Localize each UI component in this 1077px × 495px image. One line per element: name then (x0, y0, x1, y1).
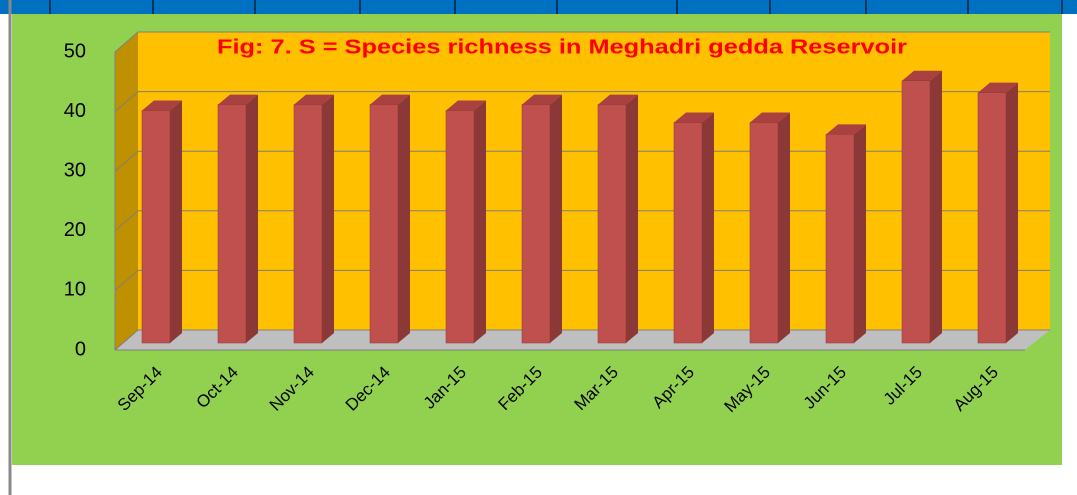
bar-side (930, 70, 942, 343)
bar (521, 94, 562, 344)
bar-side (474, 100, 486, 343)
bar (673, 112, 714, 344)
bar-top (978, 82, 1018, 93)
top-strip (0, 0, 1077, 14)
bar (445, 100, 486, 344)
bar-side (626, 94, 638, 343)
chart-title: Fig: 7. S = Species richness in Meghadri… (217, 36, 907, 58)
y-tick-label: 0 (75, 338, 86, 360)
bar-front (141, 110, 171, 344)
bar-top (218, 94, 258, 105)
bar-top (750, 112, 790, 123)
bar (369, 94, 410, 344)
bar-side (702, 112, 714, 343)
bar-front (445, 110, 475, 344)
grid-line (114, 31, 1050, 53)
bar-top (598, 94, 638, 105)
bar-front (597, 104, 627, 344)
bar (977, 82, 1018, 344)
grid-line (114, 269, 1050, 291)
bar-front (825, 134, 855, 344)
y-tick-label: 40 (64, 100, 86, 122)
bar-top (674, 112, 714, 123)
bar (217, 94, 258, 344)
bar-side (246, 94, 258, 343)
bar (749, 112, 790, 344)
y-tick-label: 50 (64, 40, 86, 62)
bar-top (294, 94, 334, 105)
back-wall (138, 32, 1050, 330)
bar-front (977, 92, 1007, 344)
bar-side (550, 94, 562, 343)
strip-dividers (49, 0, 1063, 14)
bar-top (522, 94, 562, 105)
y-tick-label: 10 (64, 279, 86, 301)
bar-front (521, 104, 551, 344)
grid-line (114, 210, 1050, 232)
bar-side (322, 94, 334, 343)
bar-side (778, 112, 790, 343)
bar-side (170, 100, 182, 343)
bar (597, 94, 638, 344)
bar-top (142, 100, 182, 111)
bar-front (749, 122, 779, 344)
bar-top (370, 94, 410, 105)
bar (901, 70, 942, 344)
floor (115, 330, 1050, 350)
side-wall (115, 32, 138, 350)
bar-front (369, 104, 399, 344)
bar-top (826, 124, 866, 135)
bar (141, 100, 182, 344)
bar-front (217, 104, 247, 344)
y-tick-label: 30 (64, 159, 86, 181)
bar-side (1006, 82, 1018, 344)
grid-line (114, 329, 1050, 351)
bar-top (902, 70, 942, 81)
grid-line (114, 91, 1050, 112)
bar (825, 124, 866, 344)
bar (293, 94, 334, 344)
bar-side (854, 124, 866, 344)
bar-side (398, 94, 410, 343)
bar-front (673, 122, 703, 344)
bar-top (446, 100, 486, 111)
grid-line (114, 150, 1050, 172)
bar-front (293, 104, 323, 344)
y-tick-label: 20 (64, 219, 86, 241)
bar-front (901, 80, 931, 344)
